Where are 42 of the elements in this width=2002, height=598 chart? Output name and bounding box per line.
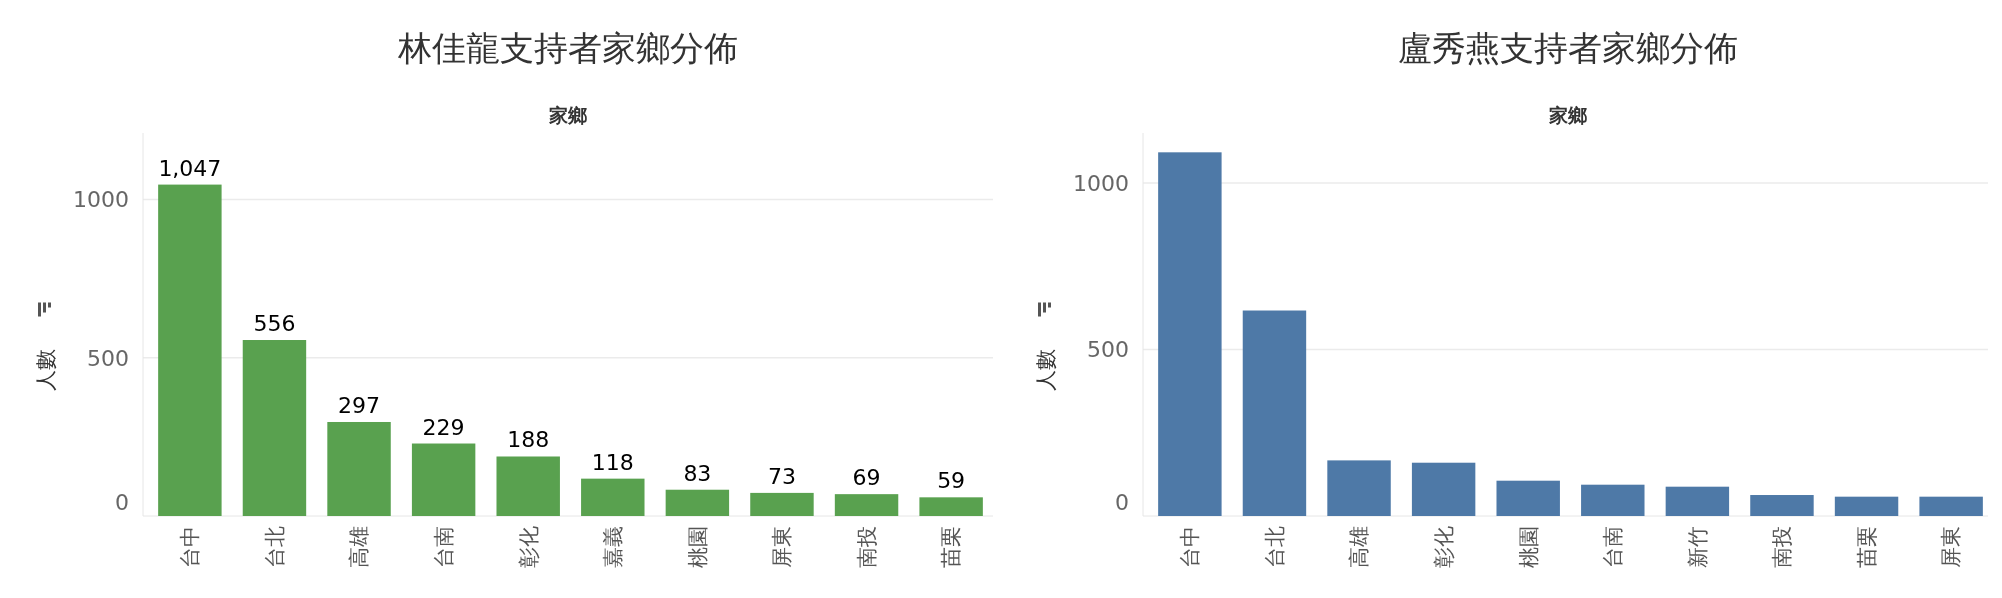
- x-tick-label: 台南: [1601, 526, 1626, 568]
- x-axis-title: 家鄉: [548, 104, 587, 126]
- y-axis-title: 人數: [1034, 348, 1058, 391]
- y-tick-label: 1000: [1073, 170, 1129, 196]
- data-label: 73: [767, 463, 796, 489]
- x-tick-label: 苗栗: [939, 526, 964, 568]
- x-tick-label: 台中: [178, 526, 203, 568]
- y-tick-label: 500: [1087, 337, 1129, 363]
- x-tick-label: 嘉義: [601, 526, 626, 568]
- x-tick-label: 南投: [1770, 526, 1795, 568]
- x-tick-label: 台北: [1262, 526, 1287, 568]
- y-tick-label: 0: [115, 490, 129, 515]
- x-tick-label: 台中: [1178, 526, 1203, 568]
- x-tick-label: 南投: [854, 526, 879, 568]
- x-tick-label: 屏東: [1939, 526, 1964, 568]
- data-label: 188: [507, 427, 550, 453]
- y-tick-label: 500: [87, 345, 129, 371]
- data-label: 69: [852, 465, 881, 491]
- y-axis-title: 人數: [34, 348, 58, 391]
- y-tick-label: 1000: [73, 187, 129, 213]
- data-label: 556: [253, 311, 296, 337]
- data-label: 83: [683, 460, 712, 486]
- data-label: 118: [591, 449, 634, 475]
- x-tick-label: 桃園: [1516, 526, 1541, 568]
- y-tick-label: 0: [1115, 490, 1129, 515]
- x-tick-label: 屏東: [770, 526, 795, 568]
- x-tick-label: 新竹: [1685, 526, 1710, 568]
- x-tick-label: 台南: [431, 526, 456, 568]
- x-tick-label: 彰化: [516, 526, 541, 568]
- x-tick-label: 台北: [262, 526, 287, 568]
- data-label: 59: [937, 468, 966, 494]
- x-axis-title: 家鄉: [1548, 104, 1587, 126]
- x-tick-label: 桃園: [685, 526, 710, 568]
- x-tick-label: 高雄: [347, 526, 372, 568]
- data-label: 229: [422, 414, 465, 440]
- x-tick-label: 苗栗: [1854, 526, 1879, 568]
- data-label: 1,047: [158, 155, 222, 181]
- x-tick-label: 彰化: [1431, 526, 1456, 568]
- data-label: 297: [338, 392, 381, 418]
- x-tick-label: 高雄: [1347, 526, 1372, 568]
- chart-title: 林佳龍支持者家鄉分佈: [397, 28, 738, 68]
- chart-title: 盧秀燕支持者家鄉分佈: [1398, 28, 1738, 68]
